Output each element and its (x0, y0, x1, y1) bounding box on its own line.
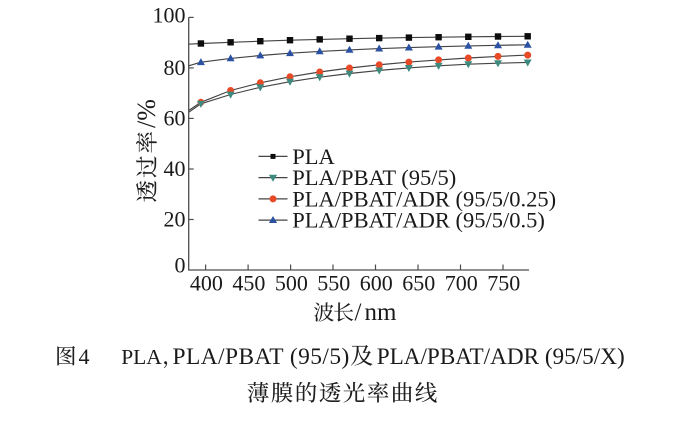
svg-text:80: 80 (164, 55, 186, 80)
svg-text:60: 60 (164, 106, 186, 131)
svg-text:100: 100 (153, 3, 186, 28)
svg-text:4: 4 (79, 344, 90, 369)
svg-text:450: 450 (232, 271, 265, 296)
svg-text:40: 40 (164, 156, 186, 181)
svg-text:PLA/PBAT (95/5): PLA/PBAT (95/5) (173, 344, 350, 370)
svg-text:400: 400 (190, 271, 223, 296)
svg-text:PLA/PBAT (95/5): PLA/PBAT (95/5) (292, 165, 456, 190)
svg-text:650: 650 (402, 271, 435, 296)
svg-text:PLA: PLA (121, 345, 162, 369)
svg-text:PLA: PLA (292, 144, 335, 169)
svg-text:20: 20 (164, 207, 186, 232)
svg-text:0: 0 (175, 253, 186, 278)
svg-text:600: 600 (360, 271, 393, 296)
svg-text:750: 750 (487, 271, 520, 296)
svg-text:700: 700 (445, 271, 478, 296)
svg-text:/: / (355, 299, 362, 326)
svg-text:500: 500 (275, 271, 308, 296)
svg-text:PLA/PBAT/ADR (95/5/X): PLA/PBAT/ADR (95/5/X) (377, 344, 625, 370)
svg-text:/%: /% (132, 99, 161, 128)
svg-text:PLA/PBAT/ADR (95/5/0.5): PLA/PBAT/ADR (95/5/0.5) (292, 208, 545, 233)
svg-text:nm: nm (365, 299, 398, 326)
svg-text:550: 550 (317, 271, 350, 296)
svg-text:PLA/PBAT/ADR (95/5/0.25): PLA/PBAT/ADR (95/5/0.25) (292, 186, 556, 211)
